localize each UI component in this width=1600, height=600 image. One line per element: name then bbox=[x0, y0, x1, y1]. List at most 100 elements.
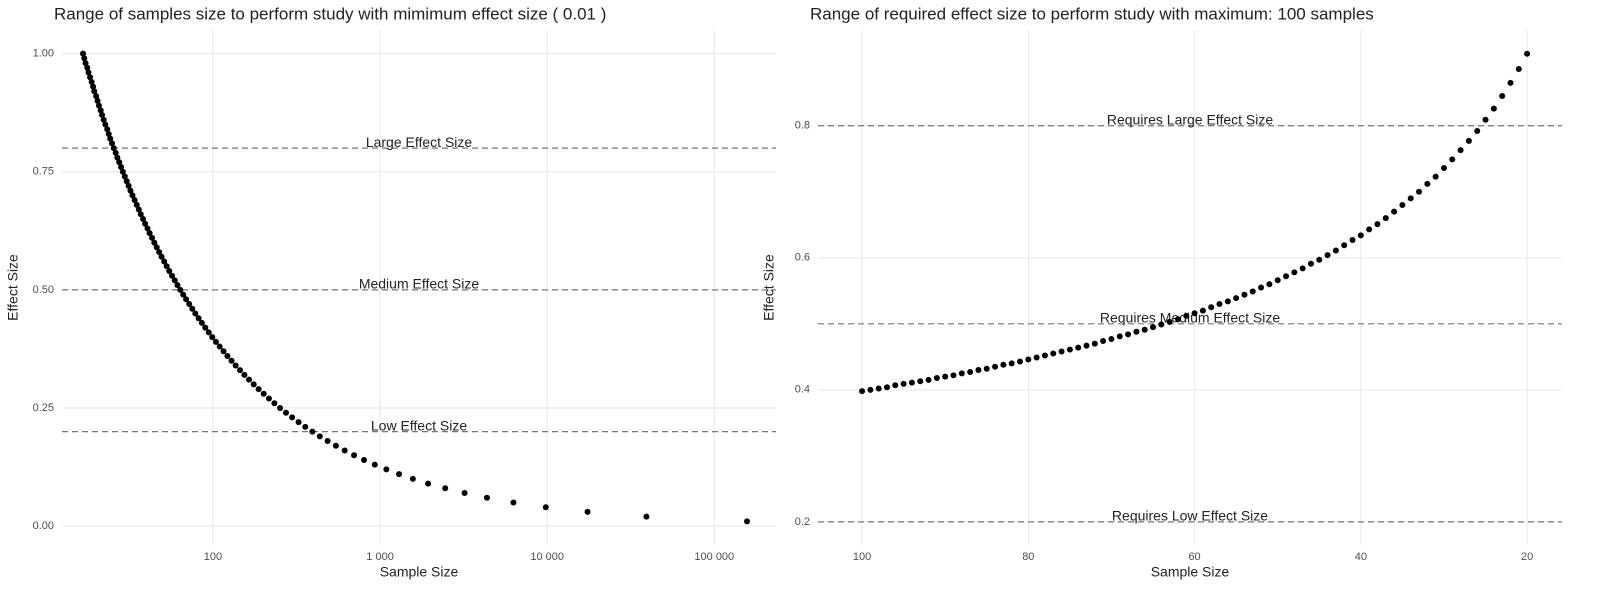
point bbox=[119, 168, 126, 175]
point bbox=[84, 64, 91, 71]
point bbox=[169, 272, 176, 279]
point bbox=[1041, 352, 1048, 359]
point bbox=[409, 475, 416, 482]
point bbox=[1490, 105, 1497, 112]
point bbox=[109, 140, 116, 147]
point bbox=[80, 50, 87, 57]
point bbox=[90, 83, 97, 90]
point bbox=[97, 107, 104, 114]
point bbox=[1416, 188, 1423, 195]
y-axis-title: Effect Size bbox=[761, 254, 777, 321]
reference-label: Medium Effect Size bbox=[359, 276, 480, 292]
point bbox=[324, 438, 331, 445]
point bbox=[1033, 354, 1040, 361]
y-tick-label: 1.00 bbox=[33, 48, 54, 60]
point bbox=[88, 78, 95, 85]
point bbox=[118, 164, 125, 171]
point bbox=[1266, 281, 1273, 288]
x-tick-label: 100 bbox=[204, 551, 222, 563]
point bbox=[483, 494, 490, 501]
point bbox=[1233, 295, 1240, 302]
point bbox=[180, 291, 187, 298]
y-tick-label: 0.6 bbox=[795, 252, 810, 264]
point bbox=[158, 253, 165, 260]
point bbox=[1258, 284, 1265, 291]
point bbox=[332, 442, 339, 449]
chart-title: Range of samples size to perform study w… bbox=[54, 4, 606, 23]
x-tick-label: 20 bbox=[1521, 551, 1533, 563]
point bbox=[129, 192, 136, 199]
point bbox=[883, 384, 890, 391]
chart-title: Range of required effect size to perform… bbox=[810, 4, 1374, 23]
point bbox=[82, 60, 89, 67]
point bbox=[1158, 321, 1165, 328]
point bbox=[1066, 346, 1073, 353]
point bbox=[1399, 201, 1406, 208]
point bbox=[1100, 337, 1107, 344]
point bbox=[900, 380, 907, 387]
point bbox=[1050, 350, 1057, 357]
point bbox=[542, 504, 549, 511]
point bbox=[917, 378, 924, 385]
point bbox=[295, 419, 302, 426]
point bbox=[442, 485, 449, 492]
point bbox=[396, 471, 403, 478]
point bbox=[137, 211, 144, 218]
x-tick-label: 10 000 bbox=[530, 551, 564, 563]
point bbox=[1482, 116, 1489, 123]
point bbox=[131, 197, 138, 204]
point bbox=[183, 296, 190, 303]
point bbox=[309, 428, 316, 435]
point bbox=[908, 379, 915, 386]
point bbox=[1357, 232, 1364, 239]
point bbox=[1025, 356, 1032, 363]
point bbox=[584, 508, 591, 515]
point bbox=[361, 456, 368, 463]
point bbox=[135, 206, 142, 213]
point bbox=[228, 357, 235, 364]
point bbox=[1141, 326, 1148, 333]
point bbox=[277, 404, 284, 411]
point bbox=[1249, 288, 1256, 295]
point bbox=[1391, 208, 1398, 215]
point bbox=[205, 329, 212, 336]
point bbox=[1440, 164, 1447, 171]
point bbox=[114, 154, 121, 161]
point bbox=[1108, 336, 1115, 342]
point bbox=[255, 386, 262, 393]
point bbox=[127, 187, 134, 194]
reference-label: Low Effect Size bbox=[371, 417, 467, 433]
point bbox=[189, 305, 196, 312]
point bbox=[105, 130, 112, 137]
point bbox=[875, 385, 882, 392]
point bbox=[461, 490, 468, 497]
point bbox=[1183, 312, 1190, 319]
point bbox=[341, 447, 348, 454]
point bbox=[1349, 236, 1356, 243]
point bbox=[91, 88, 98, 95]
point bbox=[192, 310, 199, 317]
point bbox=[107, 135, 114, 142]
point bbox=[163, 263, 170, 270]
point bbox=[166, 267, 173, 274]
point bbox=[216, 343, 223, 350]
point bbox=[260, 390, 267, 397]
point bbox=[1382, 215, 1389, 222]
point bbox=[933, 374, 940, 381]
point bbox=[271, 400, 278, 407]
point bbox=[94, 97, 101, 104]
point bbox=[289, 414, 296, 421]
point bbox=[177, 286, 184, 293]
point bbox=[100, 116, 107, 123]
point bbox=[316, 433, 323, 440]
point bbox=[236, 367, 243, 374]
point bbox=[202, 324, 209, 331]
point bbox=[1191, 310, 1198, 317]
point bbox=[1515, 65, 1522, 72]
point bbox=[1332, 247, 1339, 254]
point bbox=[1091, 340, 1098, 347]
point bbox=[1174, 316, 1181, 323]
point bbox=[140, 215, 147, 222]
point bbox=[1291, 269, 1298, 276]
